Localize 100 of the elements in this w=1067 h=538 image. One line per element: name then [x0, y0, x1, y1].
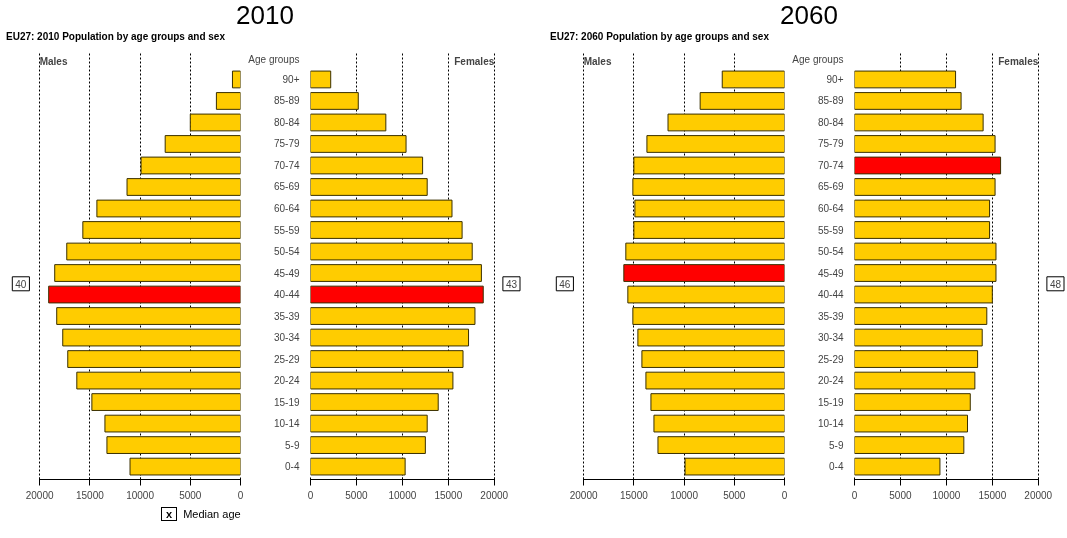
- bar: [310, 221, 463, 239]
- bar: [854, 178, 996, 196]
- bar: [854, 285, 993, 304]
- bar: [310, 264, 482, 282]
- bar: [645, 371, 785, 390]
- y-tick-label: 5-9: [829, 439, 844, 451]
- y-axis-title: Age groups: [248, 53, 300, 65]
- bar: [129, 457, 241, 476]
- x-tick-label: 0: [307, 489, 314, 501]
- bar: [54, 264, 241, 282]
- chart-title: 2010: [235, 0, 295, 30]
- x-tick-label: 5000: [179, 489, 202, 501]
- bar: [310, 156, 424, 175]
- bar: [854, 113, 984, 132]
- y-tick-label: 0-4: [829, 461, 844, 473]
- y-tick-label: 85-89: [817, 95, 844, 107]
- bar: [684, 457, 785, 476]
- text: Males: [39, 55, 68, 67]
- bar: [62, 328, 241, 347]
- text: 40: [15, 278, 27, 290]
- chart-subtitle: EU27: 2060 Population by age groups and sex: [549, 30, 770, 44]
- bar: [854, 371, 976, 390]
- bar: [310, 393, 439, 411]
- bar: [310, 135, 407, 153]
- y-tick-label: 60-64: [817, 203, 844, 215]
- y-tick-label: 45-49: [273, 267, 300, 279]
- x-tick-label: 20000: [1024, 489, 1053, 501]
- bar: [854, 264, 997, 282]
- bar: [699, 92, 785, 110]
- bar: [854, 92, 962, 110]
- y-tick-label: 90+: [282, 73, 300, 85]
- y-tick-label: 70-74: [817, 159, 844, 171]
- y-tick-label: 75-79: [273, 138, 300, 150]
- bar: [854, 135, 996, 153]
- y-tick-label: 70-74: [273, 159, 300, 171]
- bar: [632, 307, 785, 325]
- y-tick-label: 35-39: [273, 310, 300, 322]
- bar: [231, 70, 241, 89]
- text: 43: [505, 278, 518, 290]
- bar: [310, 199, 453, 218]
- y-axis-title: Age groups: [792, 53, 844, 65]
- bar: [82, 221, 241, 239]
- x-tick-label: 15000: [619, 489, 649, 501]
- bar: [126, 178, 241, 196]
- bar: [854, 156, 1002, 175]
- y-tick-label: 90+: [826, 73, 844, 85]
- y-tick-label: 30-34: [817, 332, 844, 344]
- y-tick-label: 65-69: [273, 181, 300, 193]
- bar: [67, 350, 241, 368]
- text: Males: [583, 55, 612, 67]
- bar: [310, 457, 406, 476]
- y-tick-label: 5-9: [285, 439, 300, 451]
- x-tick-label: 15000: [978, 489, 1007, 501]
- x-tick-label: 10000: [670, 489, 699, 501]
- bar: [310, 414, 428, 433]
- text: Females: [998, 55, 1039, 67]
- bar: [56, 307, 241, 325]
- y-tick-label: 25-29: [273, 353, 300, 365]
- bar: [625, 242, 785, 261]
- y-tick-label: 45-49: [817, 267, 844, 279]
- y-tick-label: 65-69: [817, 181, 844, 193]
- y-tick-label: 55-59: [273, 224, 300, 236]
- bar: [310, 113, 387, 132]
- bar: [66, 242, 241, 261]
- text: Median age: [183, 508, 241, 520]
- bar: [164, 135, 241, 153]
- y-tick-label: 10-14: [273, 418, 300, 430]
- bar: [140, 156, 241, 175]
- bar: [623, 264, 785, 282]
- chart-title: 2060: [779, 0, 839, 30]
- bar: [310, 371, 454, 390]
- y-tick-label: 15-19: [273, 396, 300, 408]
- bar: [627, 285, 785, 304]
- bar: [310, 92, 359, 110]
- bar: [634, 199, 785, 218]
- bar: [633, 221, 785, 239]
- bar: [854, 328, 983, 347]
- bar: [104, 414, 241, 433]
- x-tick-label: 10000: [932, 489, 961, 501]
- bar: [310, 307, 476, 325]
- x-tick-label: 5000: [723, 489, 746, 501]
- bar: [310, 285, 484, 304]
- text: 46: [559, 278, 571, 290]
- bar: [637, 328, 785, 347]
- y-tick-label: 55-59: [817, 224, 844, 236]
- bar: [854, 350, 979, 368]
- y-tick-label: 20-24: [817, 375, 844, 387]
- chart-subtitle: EU27: 2010 Population by age groups and sex: [5, 30, 226, 44]
- x-tick-label: 20000: [480, 489, 509, 501]
- bar: [91, 393, 241, 411]
- y-tick-label: 20-24: [273, 375, 300, 387]
- bar: [310, 70, 332, 89]
- bar: [310, 178, 428, 196]
- bar: [653, 414, 785, 433]
- bar: [721, 70, 785, 89]
- x-tick-label: 20000: [25, 489, 54, 501]
- bar: [96, 199, 241, 218]
- x-tick-label: 10000: [126, 489, 155, 501]
- y-tick-label: 10-14: [817, 418, 844, 430]
- bar: [854, 70, 957, 89]
